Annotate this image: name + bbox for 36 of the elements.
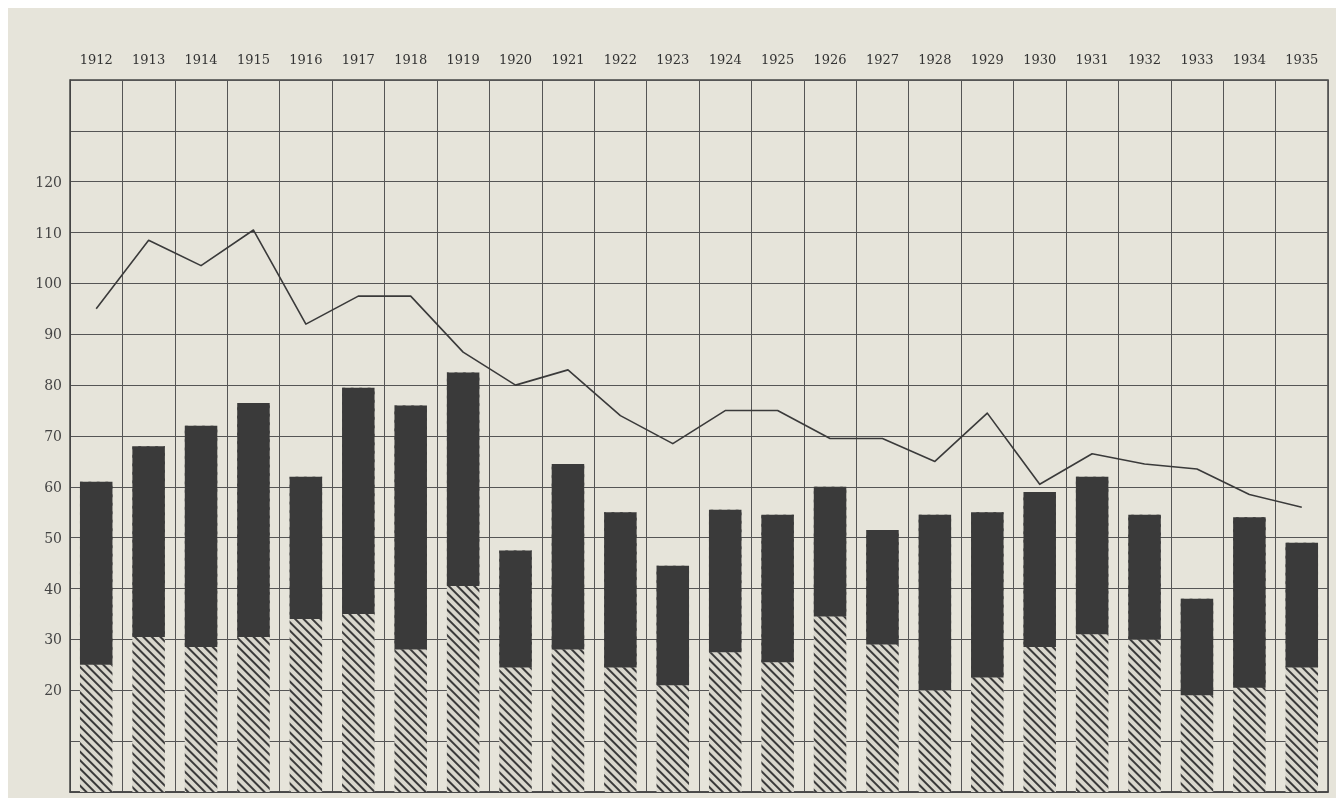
x-tick-label: 1926 xyxy=(813,52,847,67)
x-tick-label: 1917 xyxy=(341,52,375,67)
x-tick-label: 1919 xyxy=(446,52,480,67)
x-tick-label: 1912 xyxy=(79,52,113,67)
x-tick-label: 1924 xyxy=(708,52,742,67)
x-tick-label: 1935 xyxy=(1285,52,1319,67)
x-tick-label: 1916 xyxy=(289,52,323,67)
x-tick-label: 1918 xyxy=(394,52,428,67)
x-tick-label: 1913 xyxy=(132,52,166,67)
x-tick-label: 1915 xyxy=(236,52,271,67)
y-tick-label: 50 xyxy=(44,529,62,546)
y-tick-label: 120 xyxy=(35,173,62,190)
x-tick-label: 1914 xyxy=(184,52,218,67)
y-tick-label: 100 xyxy=(35,275,62,292)
y-tick-label: 110 xyxy=(35,224,62,241)
x-tick-label: 1920 xyxy=(498,52,533,67)
y-tick-label: 90 xyxy=(44,326,62,343)
x-tick-label: 1934 xyxy=(1232,52,1266,67)
x-tick-label: 1930 xyxy=(1023,52,1057,67)
x-tick-label: 1921 xyxy=(551,52,585,67)
x-tick-label: 1931 xyxy=(1075,52,1109,67)
y-tick-label: 20 xyxy=(44,682,62,699)
line-series xyxy=(95,229,1303,508)
x-tick-label: 1927 xyxy=(865,52,900,67)
x-tick-label: 1933 xyxy=(1180,52,1214,67)
x-tick-label: 1929 xyxy=(970,52,1004,67)
x-tick-label: 1923 xyxy=(656,52,690,67)
y-tick-label: 60 xyxy=(44,478,62,495)
x-tick-label: 1928 xyxy=(918,52,952,67)
x-tick-label: 1922 xyxy=(603,52,637,67)
y-tick-label: 40 xyxy=(44,580,62,597)
y-tick-label: 80 xyxy=(44,377,62,394)
y-tick-label: 70 xyxy=(44,428,62,444)
x-tick-label: 1932 xyxy=(1127,52,1162,67)
y-tick-label: 30 xyxy=(44,631,62,648)
x-tick-label: 1925 xyxy=(761,52,795,67)
